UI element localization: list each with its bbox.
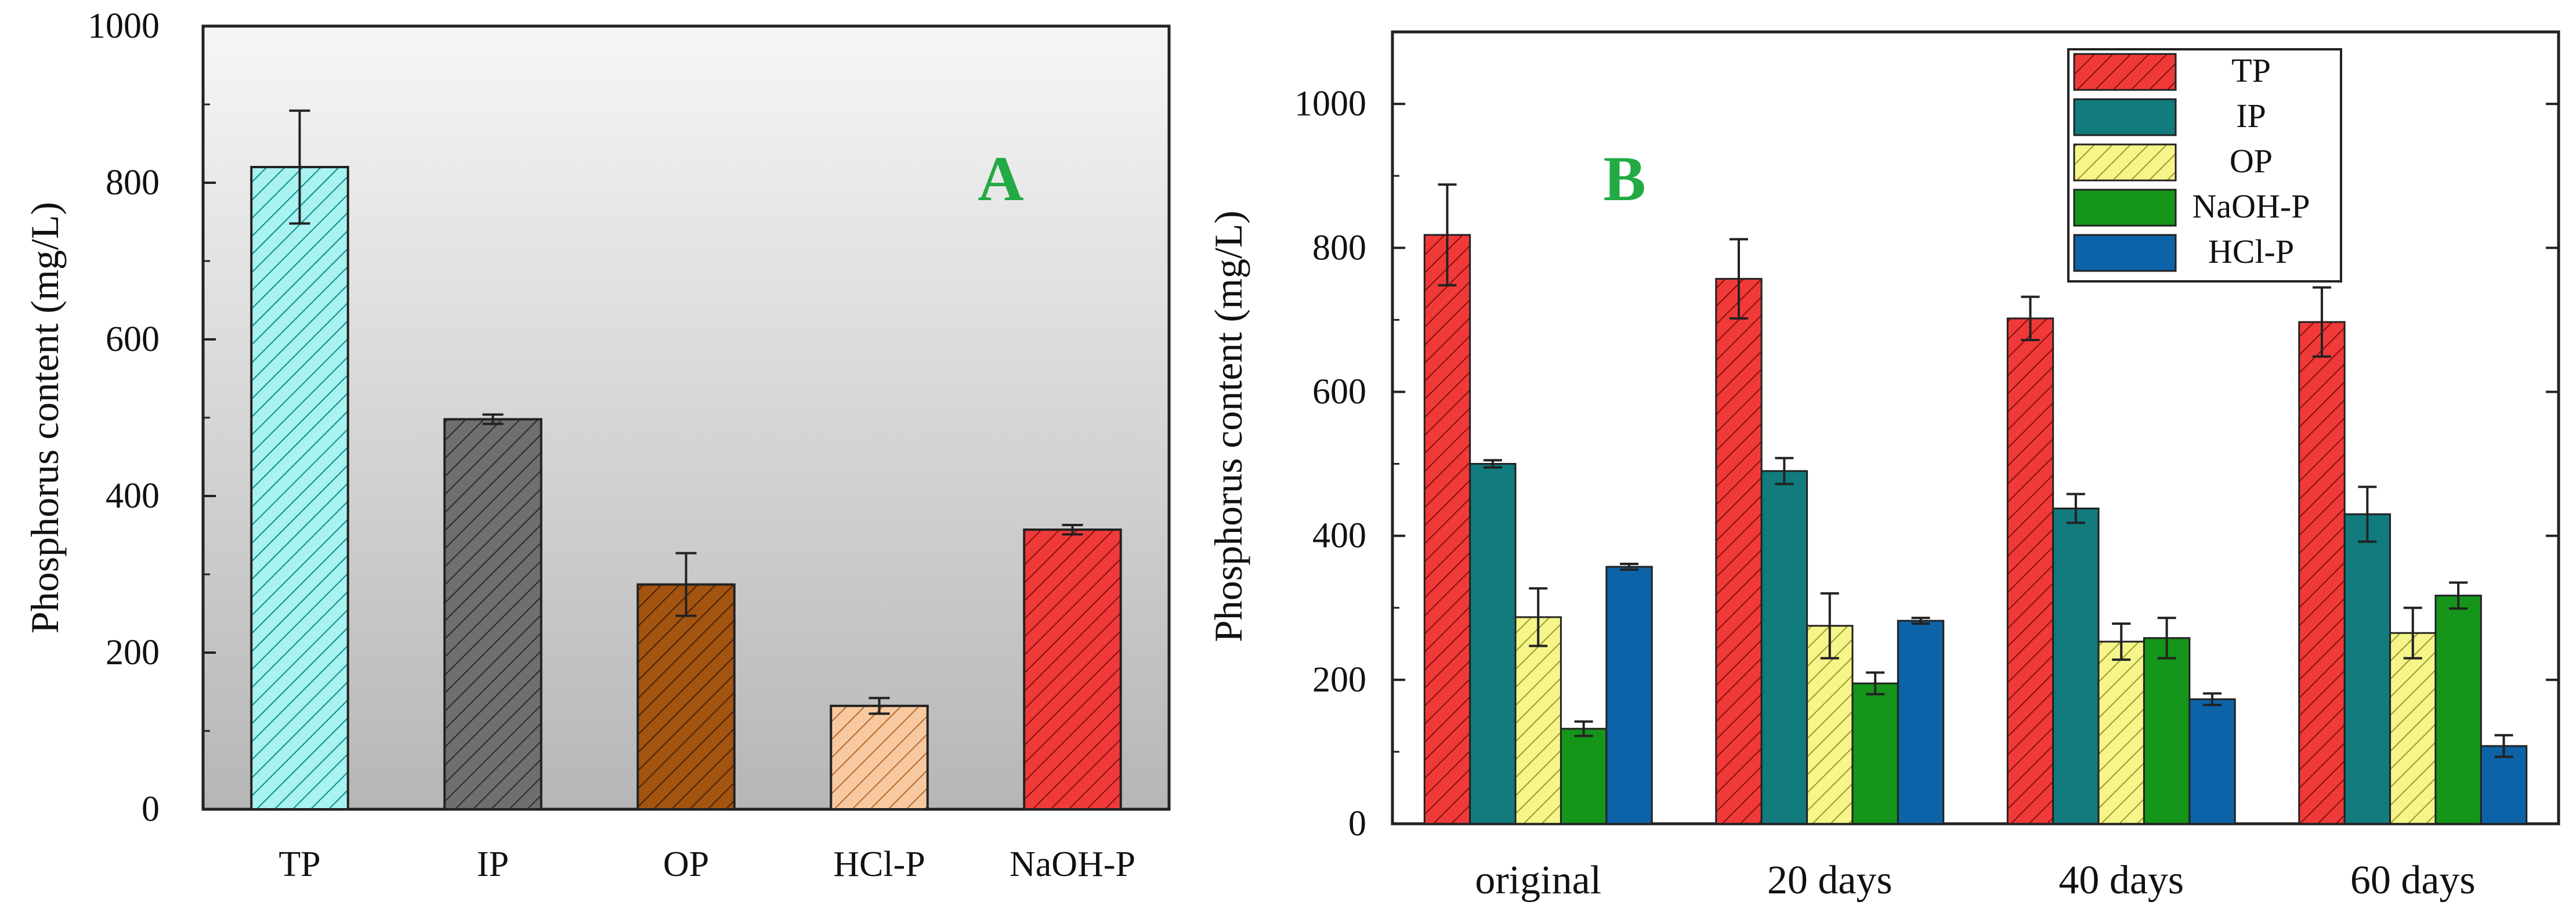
panel-b-legend: TP IP OP NaOH-P HCl-P [2067, 48, 2342, 283]
panel-b-bar-original-naoh-p [1560, 727, 1608, 825]
panel-a-x-tick-label-naoh-p: NaOH-P [1010, 845, 1135, 884]
panel-b-bar-60-days-ip [2343, 513, 2392, 825]
panel-b-legend-swatch-naoh-p [2073, 189, 2177, 227]
panel-b-y-tick-label: 800 [1312, 228, 1366, 267]
panel-a-bar-hcl-p [830, 704, 929, 811]
panel-b-legend-label-ip: IP [2236, 97, 2266, 135]
panel-b-bar-60-days-hcl-p [2480, 745, 2528, 825]
panel-b-legend-label-op: OP [2230, 142, 2273, 180]
panel-b-bar-60-days-op [2389, 632, 2437, 825]
panel-b-bar-40-days-naoh-p [2143, 637, 2191, 825]
panel-a-bar-naoh-p [1023, 528, 1122, 810]
panel-b-x-tick-label-original: original [1475, 858, 1601, 903]
panel-a-y-tick-label: 400 [106, 476, 160, 516]
panel-b-y-tick-label: 200 [1312, 660, 1366, 700]
panel-b-label: B [1603, 143, 1645, 214]
panel-a-y-tick-label: 0 [142, 790, 160, 829]
panel-b-bar-original-op [1514, 616, 1562, 825]
panel-b-bar-20-days-tp [1715, 278, 1763, 825]
panel-b-bar-40-days-op [2097, 640, 2145, 825]
panel-b-legend-swatch-ip [2073, 98, 2177, 136]
panel-a-x-tick-label-op: OP [663, 845, 709, 884]
panel-b-bar-20-days-naoh-p [1851, 682, 1899, 825]
panel-b-legend-label-naoh-p: NaOH-P [2193, 187, 2310, 225]
panel-a-bar-tp [250, 166, 349, 810]
panel-b-x-tick-label-60-days: 60 days [2350, 858, 2476, 903]
panel-b-y-tick-label: 1000 [1294, 84, 1366, 124]
panel-a-x-tick-label-ip: IP [477, 845, 509, 884]
panel-b-bar-60-days-naoh-p [2434, 595, 2482, 825]
panel-a-y-tick-label: 200 [106, 633, 160, 672]
panel-b-y-tick-label: 0 [1348, 804, 1366, 843]
panel-b-legend-swatch-hcl-p [2073, 234, 2177, 272]
panel-a-marks: 0 200 400 600 800 1000 TP IP OP HCl-P NaOH-P [88, 6, 1135, 884]
panel-a-bar-op [636, 583, 736, 810]
panel-b-legend-swatch-tp [2073, 53, 2177, 91]
panel-b-bar-40-days-ip [2052, 507, 2100, 825]
panel-a-x-tick-label-hcl-p: HCl-P [833, 845, 925, 884]
panel-a-label: A [978, 143, 1023, 214]
panel-b-y-axis-title: Phosphorus content (mg/L) [1206, 211, 1250, 642]
panel-b-bar-original-ip [1469, 463, 1517, 825]
panel-b-bar-20-days-ip [1760, 470, 1808, 825]
panel-b-bar-60-days-tp [2298, 321, 2346, 825]
panel-b-legend-swatch-op [2073, 143, 2177, 182]
panel-b: 0 200 400 600 800 1000 original 20 days 40 days 6… [1206, 30, 2560, 903]
panel-b-y-tick-label: 400 [1312, 516, 1366, 556]
panel-a-bar-ip [443, 418, 542, 810]
panel-a-x-tick-label-tp: TP [278, 845, 320, 884]
panel-b-bar-40-days-tp [2006, 317, 2054, 825]
panel-b-x-tick-label-40-days: 40 days [2058, 858, 2184, 903]
panel-b-legend-label-hcl-p: HCl-P [2208, 233, 2294, 270]
panel-b-y-tick-label: 600 [1312, 372, 1366, 411]
panel-b-bar-original-tp [1423, 234, 1471, 825]
panel-a-y-tick-label: 1000 [88, 6, 160, 46]
panel-a-y-tick-label: 600 [106, 320, 160, 359]
panel-b-x-tick-label-20-days: 20 days [1767, 858, 1893, 903]
panel-b-marks: 0 200 400 600 800 1000 original 20 days 40 days 6… [1294, 84, 2559, 903]
panel-a-y-tick-label: 800 [106, 163, 160, 202]
panel-b-legend-label-tp: TP [2231, 52, 2271, 89]
panel-b-bar-20-days-hcl-p [1897, 620, 1945, 825]
panel-a-y-axis-title: Phosphorus content (mg/L) [23, 202, 67, 633]
panel-b-bar-original-hcl-p [1605, 566, 1653, 825]
panel-a: 0 200 400 600 800 1000 TP IP OP HCl-P NaOH-P Phosp… [23, 6, 1171, 884]
panel-b-bar-40-days-hcl-p [2188, 698, 2236, 825]
